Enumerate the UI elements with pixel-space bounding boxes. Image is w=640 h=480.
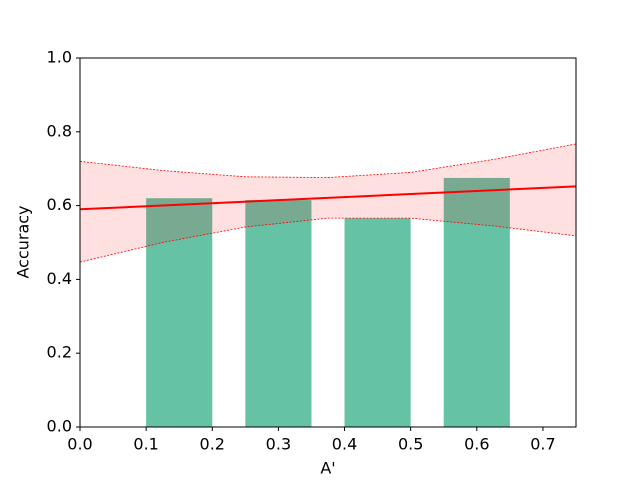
bar — [146, 198, 213, 427]
x-axis-label: A' — [320, 459, 335, 478]
y-tick-label: 0.4 — [47, 269, 72, 288]
x-tick-label: 0.2 — [200, 435, 225, 454]
bar — [443, 177, 510, 427]
x-tick-label: 0.0 — [67, 435, 92, 454]
fit-line — [79, 185, 577, 211]
bar — [245, 200, 312, 427]
y-tick-label: 0.6 — [47, 195, 72, 214]
x-tick-label: 0.7 — [530, 435, 555, 454]
x-tick-label: 0.3 — [266, 435, 291, 454]
plot-frame — [79, 57, 577, 428]
bar — [344, 218, 411, 427]
y-axis-label: Accuracy — [14, 205, 33, 278]
band-lower-edge — [79, 217, 577, 263]
confidence-band — [80, 143, 576, 263]
y-tick-label: 0.0 — [47, 417, 72, 436]
x-tick-label: 0.1 — [133, 435, 158, 454]
x-tick-label: 0.4 — [332, 435, 357, 454]
x-tick-label: 0.5 — [398, 435, 423, 454]
y-tick-label: 0.8 — [47, 121, 72, 140]
band-upper-edge — [79, 143, 577, 178]
x-tick-label: 0.6 — [464, 435, 489, 454]
y-tick-label: 0.2 — [47, 343, 72, 362]
y-tick-label: 1.0 — [47, 48, 72, 67]
